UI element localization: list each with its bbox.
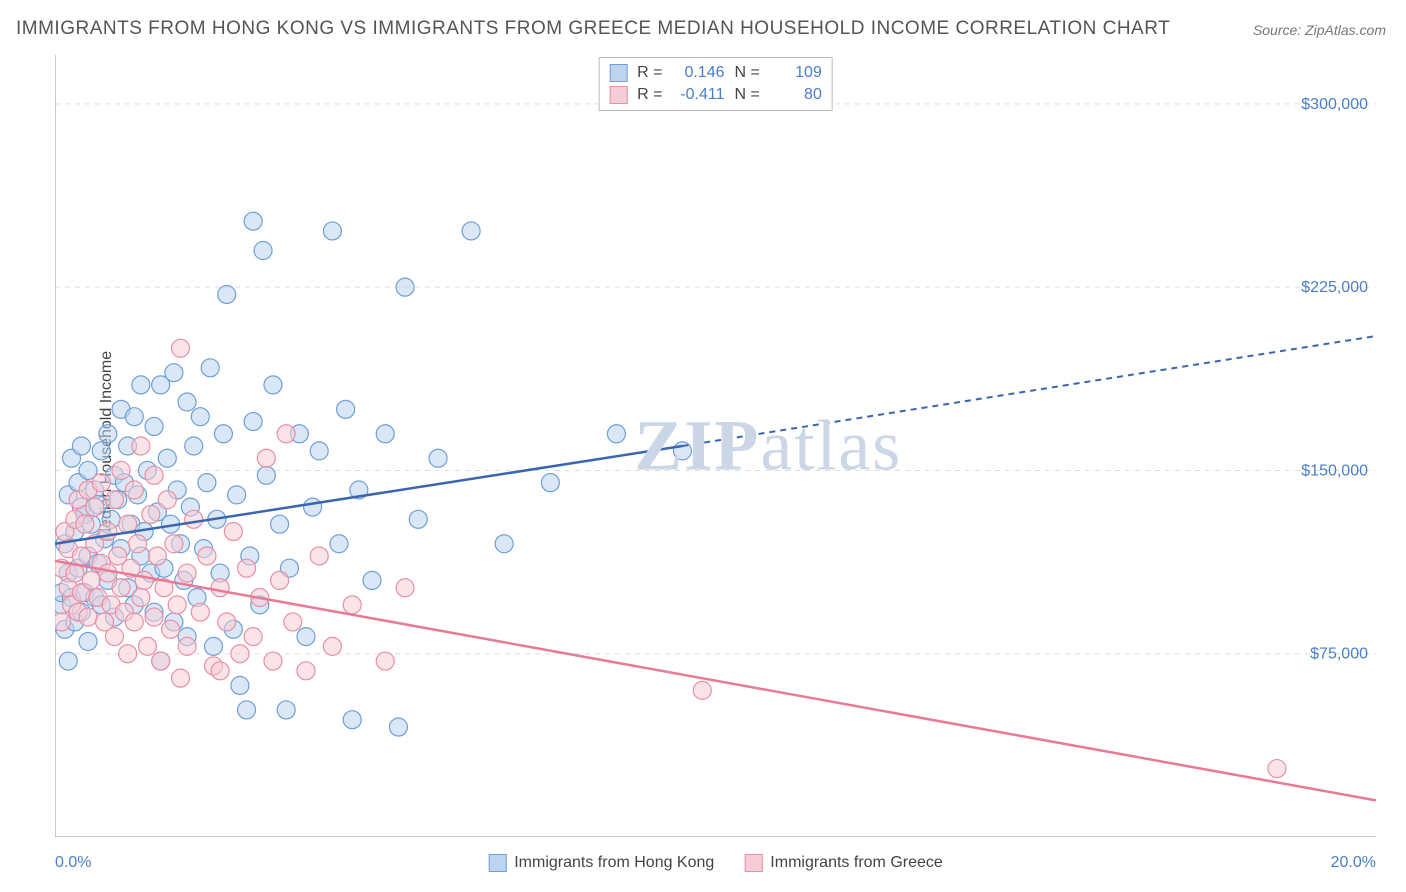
chart-plot-area: $75,000$150,000$225,000$300,000 ZIPatlas…	[55, 55, 1376, 837]
legend-label-gr: Immigrants from Greece	[770, 854, 942, 872]
svg-text:$300,000: $300,000	[1301, 96, 1368, 113]
svg-text:$150,000: $150,000	[1301, 462, 1368, 479]
source-attribution: Source: ZipAtlas.com	[1253, 22, 1386, 38]
legend-square-hk-icon	[609, 64, 627, 82]
x-axis-max-label: 20.0%	[1331, 854, 1376, 872]
x-axis-min-label: 0.0%	[55, 854, 91, 872]
legend-square-gr-icon	[609, 86, 627, 104]
chart-title: IMMIGRANTS FROM HONG KONG VS IMMIGRANTS …	[16, 18, 1170, 40]
scatter-plot-svg: $75,000 $150,000 $225,000 $300,000	[55, 55, 1376, 837]
stats-row-gr: R = -0.411 N = 80	[609, 84, 822, 106]
bottom-legend: Immigrants from Hong Kong Immigrants fro…	[488, 854, 943, 872]
legend-item-gr: Immigrants from Greece	[744, 854, 942, 872]
legend-label-hk: Immigrants from Hong Kong	[514, 854, 714, 872]
svg-text:$75,000: $75,000	[1310, 646, 1368, 663]
legend-square-hk-icon	[488, 854, 506, 872]
correlation-stats-box: R = 0.146 N = 109 R = -0.411 N = 80	[598, 57, 833, 111]
svg-text:$225,000: $225,000	[1301, 279, 1368, 296]
legend-square-gr-icon	[744, 854, 762, 872]
legend-item-hk: Immigrants from Hong Kong	[488, 854, 714, 872]
stats-row-hk: R = 0.146 N = 109	[609, 62, 822, 84]
